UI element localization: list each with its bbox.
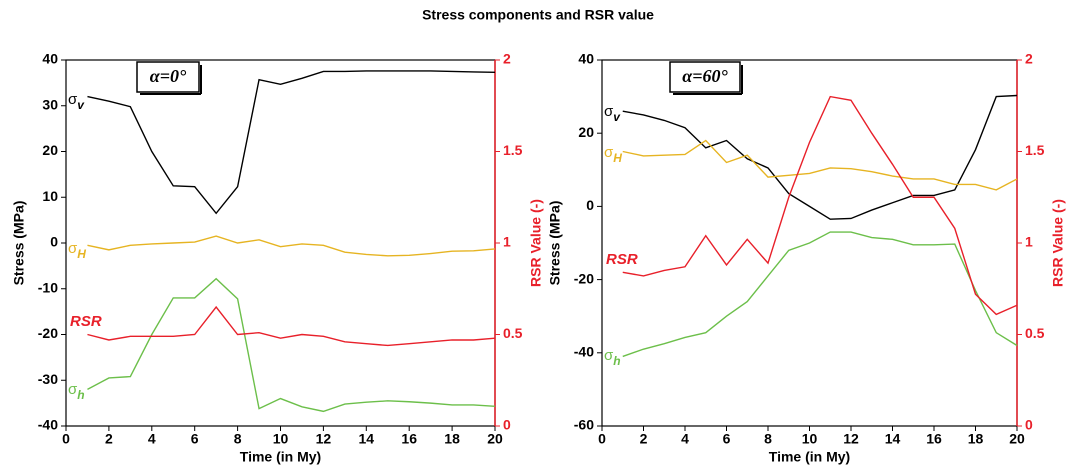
annotation-box [669, 61, 741, 93]
y-axis-label: Stress (MPa) [11, 201, 27, 286]
y-tick-label: -20 [38, 325, 58, 341]
series-line [87, 70, 496, 215]
x-tick-label: 6 [191, 431, 199, 447]
y-tick-label: -20 [574, 270, 594, 286]
y2-tick-label: 2 [503, 51, 511, 67]
y2-axis-label: RSR Value (-) [528, 199, 544, 287]
y-tick-label: 0 [50, 234, 58, 250]
series-line [87, 277, 496, 413]
x-tick-label: 18 [444, 431, 460, 447]
x-tick-label: 14 [359, 431, 375, 447]
annotation-box [136, 61, 200, 93]
series-label: σH [68, 240, 86, 261]
y-tick-label: 40 [42, 51, 58, 67]
y-tick-label: 10 [42, 188, 58, 204]
series-label: σh [68, 381, 85, 402]
x-tick-label: 10 [802, 431, 818, 447]
y2-tick-label: 0 [1025, 417, 1033, 433]
series-line [87, 235, 496, 257]
x-tick-label: 20 [487, 431, 503, 447]
y2-tick-label: 1.5 [503, 142, 523, 158]
y-tick-label: 30 [42, 96, 58, 112]
y2-tick-label: 0.5 [503, 325, 523, 341]
y-tick-label: 40 [578, 51, 594, 67]
series-label: σv [604, 103, 621, 124]
x-tick-label: 16 [401, 431, 417, 447]
x-tick-label: 6 [723, 431, 731, 447]
series-label: σH [604, 144, 622, 165]
series-line [622, 94, 1018, 220]
plot-frame [65, 59, 496, 427]
x-axis-label: Time (in My) [240, 449, 321, 465]
x-tick-label: 4 [148, 431, 156, 447]
x-axis-label: Time (in My) [769, 449, 850, 465]
y-tick-label: -40 [38, 417, 58, 433]
y2-tick-label: 1 [1025, 234, 1033, 250]
series-label: RSR [70, 313, 102, 330]
y-tick-label: -40 [574, 344, 594, 360]
series-line [622, 231, 1018, 358]
x-tick-label: 2 [640, 431, 648, 447]
y2-tick-label: 2 [1025, 51, 1033, 67]
x-tick-label: 8 [764, 431, 772, 447]
series-label: σh [604, 347, 621, 368]
y-tick-label: 20 [578, 124, 594, 140]
x-tick-label: 10 [273, 431, 289, 447]
y-tick-label: 20 [42, 142, 58, 158]
x-tick-label: 16 [926, 431, 942, 447]
x-tick-label: 18 [968, 431, 984, 447]
y-tick-label: -10 [38, 279, 58, 295]
annotation: α=60° [682, 66, 728, 86]
x-tick-label: 0 [62, 431, 70, 447]
x-tick-label: 20 [1009, 431, 1025, 447]
series-label: σv [68, 91, 85, 112]
series-label: RSR [606, 251, 638, 268]
y2-tick-label: 0.5 [1025, 325, 1045, 341]
series-line [622, 139, 1018, 191]
y-tick-label: 0 [586, 197, 594, 213]
y2-axis-label: RSR Value (-) [1050, 199, 1066, 287]
x-tick-label: 12 [843, 431, 859, 447]
series-line [87, 305, 496, 347]
y-tick-label: -30 [38, 371, 58, 387]
annotation: α=0° [150, 66, 187, 86]
x-tick-label: 8 [234, 431, 242, 447]
x-tick-label: 12 [316, 431, 332, 447]
y2-tick-label: 1.5 [1025, 142, 1045, 158]
y2-tick-label: 1 [503, 234, 511, 250]
x-tick-label: 0 [598, 431, 606, 447]
series-line [622, 95, 1018, 316]
y-axis-label: Stress (MPa) [547, 201, 563, 286]
x-tick-label: 14 [885, 431, 901, 447]
figure-title: Stress components and RSR value [422, 7, 654, 23]
y2-tick-label: 0 [503, 417, 511, 433]
y-tick-label: -60 [574, 417, 594, 433]
x-tick-label: 4 [681, 431, 689, 447]
x-tick-label: 2 [105, 431, 113, 447]
